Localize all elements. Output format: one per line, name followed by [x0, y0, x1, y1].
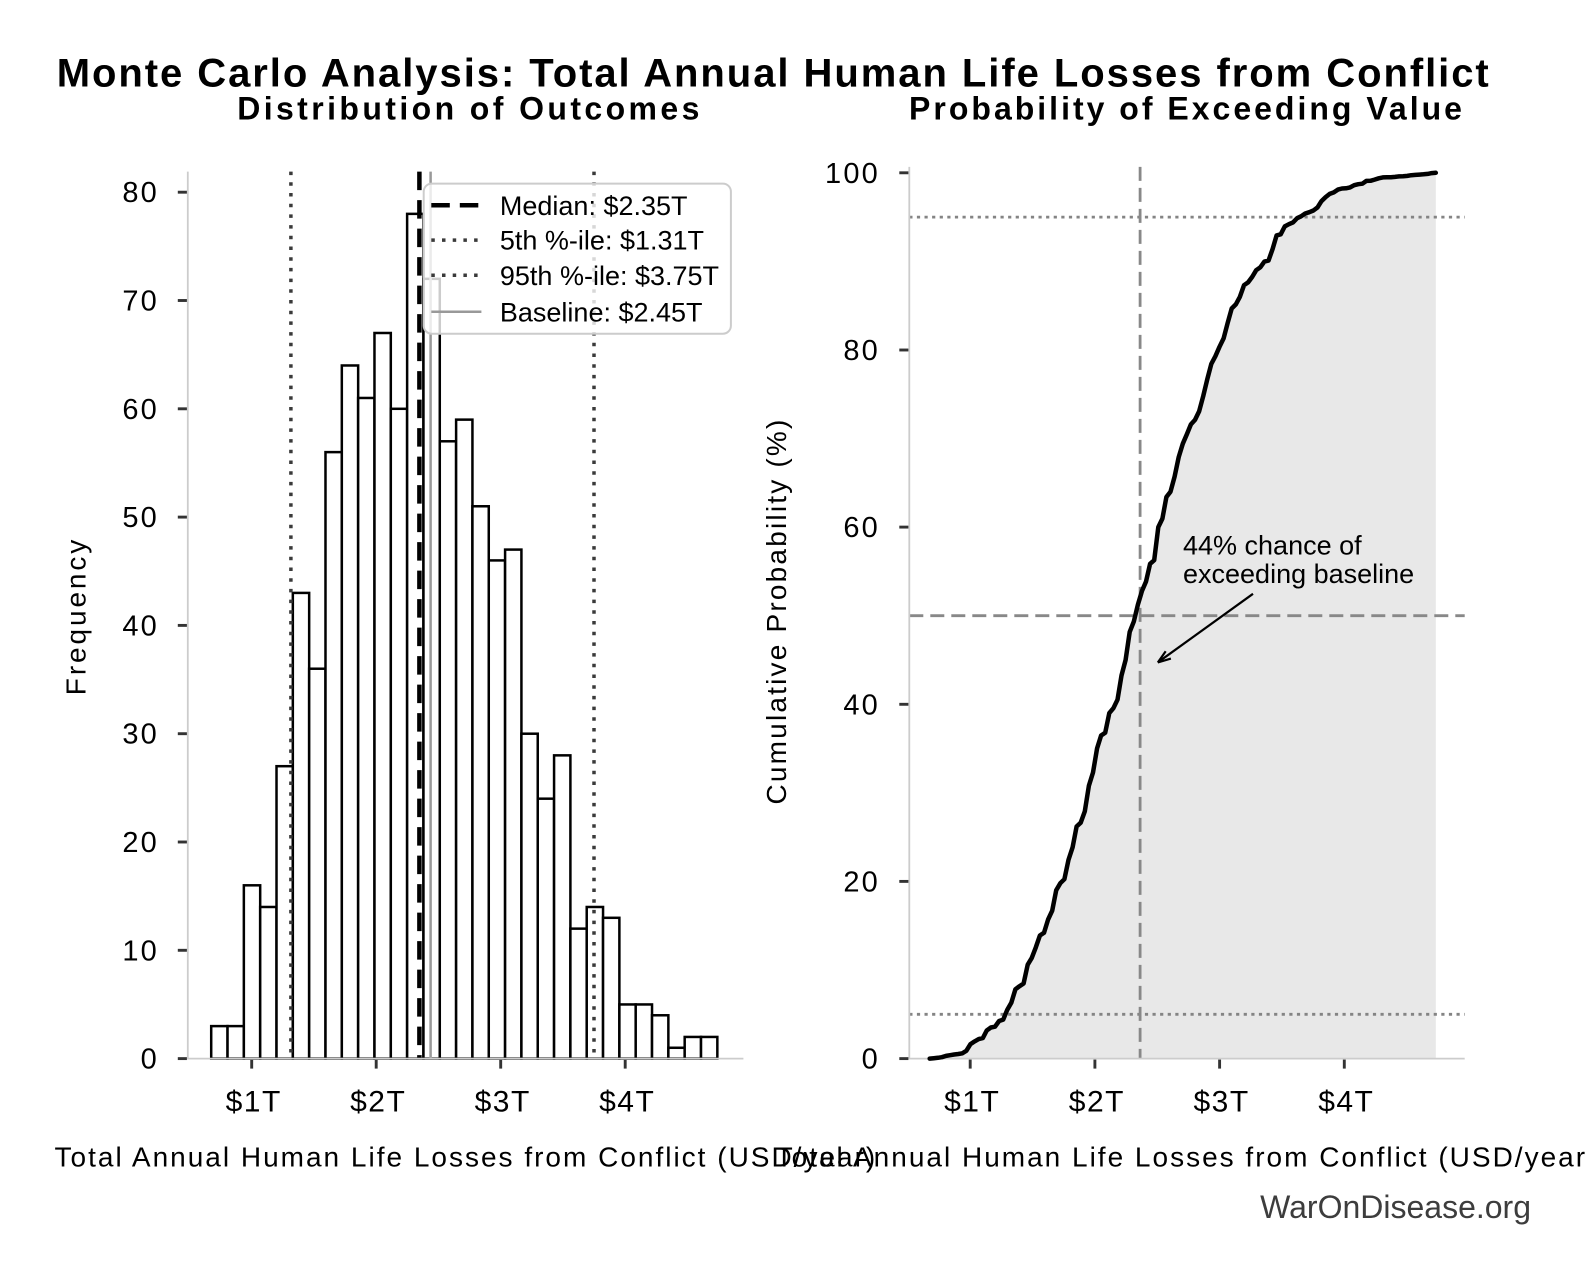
svg-text:5th %-ile: $1.31T: 5th %-ile: $1.31T — [500, 226, 704, 256]
svg-text:Cumulative Probability (%): Cumulative Probability (%) — [761, 417, 792, 804]
svg-text:$1T: $1T — [944, 1085, 1000, 1118]
svg-text:Probability of Exceeding Value: Probability of Exceeding Value — [909, 91, 1465, 127]
svg-text:100: 100 — [825, 158, 880, 190]
svg-text:40: 40 — [843, 689, 880, 721]
svg-text:60: 60 — [843, 512, 880, 544]
svg-text:30: 30 — [122, 719, 159, 751]
svg-text:0: 0 — [141, 1044, 159, 1076]
svg-text:50: 50 — [122, 502, 159, 534]
svg-text:10: 10 — [122, 935, 159, 967]
svg-text:0: 0 — [862, 1044, 880, 1076]
svg-text:95th %-ile: $3.75T: 95th %-ile: $3.75T — [500, 261, 719, 291]
svg-text:60: 60 — [122, 394, 159, 426]
svg-text:$1T: $1T — [226, 1085, 282, 1118]
svg-text:$2T: $2T — [1069, 1085, 1125, 1118]
svg-text:44% chance of: 44% chance of — [1183, 531, 1362, 561]
svg-text:40: 40 — [122, 610, 159, 642]
svg-text:Distribution of Outcomes: Distribution of Outcomes — [237, 91, 703, 127]
svg-text:20: 20 — [122, 827, 159, 859]
svg-text:Monte Carlo Analysis: Total An: Monte Carlo Analysis: Total Annual Human… — [57, 52, 1491, 96]
svg-text:80: 80 — [122, 177, 159, 209]
svg-text:WarOnDisease.org: WarOnDisease.org — [1260, 1189, 1531, 1225]
svg-text:20: 20 — [843, 866, 880, 898]
svg-text:$3T: $3T — [1193, 1085, 1249, 1118]
svg-text:Median: $2.35T: Median: $2.35T — [500, 191, 688, 221]
svg-text:80: 80 — [843, 335, 880, 367]
svg-text:$4T: $4T — [599, 1085, 655, 1118]
svg-text:Total Annual Human Life Losses: Total Annual Human Life Losses from Conf… — [55, 1142, 878, 1173]
svg-text:$4T: $4T — [1318, 1085, 1374, 1118]
svg-text:Total Annual Human Life Losses: Total Annual Human Life Losses from Conf… — [776, 1142, 1587, 1173]
svg-text:70: 70 — [122, 286, 159, 318]
svg-text:exceeding baseline: exceeding baseline — [1183, 559, 1414, 589]
svg-text:$3T: $3T — [475, 1085, 531, 1118]
svg-text:$2T: $2T — [350, 1085, 406, 1118]
svg-text:Frequency: Frequency — [61, 537, 92, 695]
svg-text:Baseline: $2.45T: Baseline: $2.45T — [500, 297, 703, 327]
